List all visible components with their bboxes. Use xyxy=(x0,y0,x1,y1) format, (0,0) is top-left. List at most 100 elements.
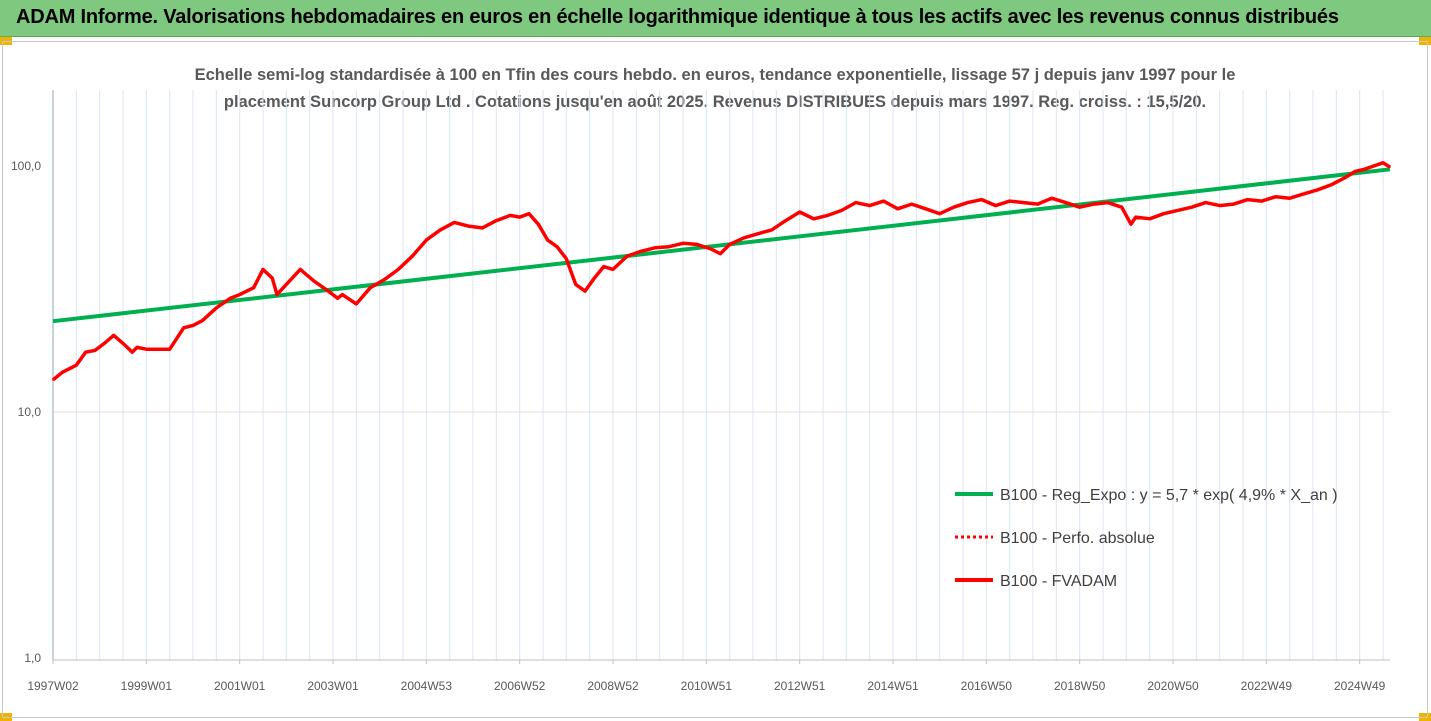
data-point xyxy=(565,257,568,260)
chart-frame xyxy=(2,41,1428,718)
data-point xyxy=(145,348,148,351)
data-point xyxy=(1036,203,1039,205)
data-point xyxy=(1120,206,1123,209)
data-point xyxy=(518,216,521,218)
data-point xyxy=(528,212,530,215)
data-point xyxy=(341,293,344,296)
data-point xyxy=(509,214,512,217)
data-point xyxy=(910,203,913,205)
data-point xyxy=(1354,170,1356,173)
data-point xyxy=(411,255,414,257)
series-layer xyxy=(51,161,1391,382)
y-tick-label: 100,0 xyxy=(11,159,41,173)
x-tick-label: 2001W01 xyxy=(214,679,266,693)
data-point xyxy=(1134,216,1137,218)
data-point xyxy=(453,221,456,224)
data-point xyxy=(103,342,106,345)
data-point xyxy=(285,283,288,286)
data-point xyxy=(812,218,815,220)
data-point xyxy=(980,198,983,201)
data-point xyxy=(626,255,628,257)
data-point xyxy=(1106,201,1109,204)
data-point xyxy=(896,207,899,210)
data-point xyxy=(1316,189,1319,191)
data-point xyxy=(798,211,801,213)
data-point xyxy=(719,252,722,255)
x-tick-label: 2006W52 xyxy=(494,679,546,693)
data-point xyxy=(756,233,759,235)
data-point xyxy=(882,200,885,202)
data-point xyxy=(131,351,134,354)
series-line-fvadam xyxy=(51,161,1391,382)
data-point xyxy=(1064,201,1067,204)
data-point xyxy=(584,290,586,292)
data-point xyxy=(229,297,232,300)
data-point xyxy=(1344,176,1347,179)
data-point xyxy=(112,334,115,337)
data-point xyxy=(994,204,997,207)
legend-label: B100 - Reg_Expo : y = 5,7 * exp( 4,9% * … xyxy=(1000,487,1338,504)
data-point xyxy=(94,349,96,352)
data-point xyxy=(710,248,712,250)
data-point xyxy=(355,303,358,305)
chart-title-line-1: Echelle semi-log standardisée à 100 en T… xyxy=(194,66,1236,84)
data-point xyxy=(383,278,386,281)
data-point xyxy=(122,342,124,345)
data-point xyxy=(1288,197,1291,199)
x-tick-label: 2012W51 xyxy=(774,679,826,693)
axis-layer: 100,0 10,0 1,0 1997W02 1999W01 2001W01 2003W01… xyxy=(11,90,1390,693)
data-point xyxy=(1363,168,1366,171)
data-point xyxy=(1190,206,1193,209)
data-point xyxy=(742,237,745,239)
data-point xyxy=(868,204,871,207)
data-point xyxy=(1232,203,1235,205)
data-point xyxy=(276,293,278,296)
data-point xyxy=(75,364,78,366)
data-point xyxy=(696,243,698,246)
data-point xyxy=(854,201,857,204)
chart-title-line-2: placement Suncorp Group Ltd . Cotations … xyxy=(223,93,1207,111)
data-point xyxy=(966,201,969,204)
banner-title: ADAM Informe. Valorisations hebdomadaire… xyxy=(16,6,1339,28)
data-point xyxy=(1162,212,1165,215)
data-point xyxy=(826,214,829,217)
data-point xyxy=(546,239,549,241)
data-point xyxy=(1218,204,1221,207)
x-tick-label: 2016W50 xyxy=(961,679,1013,693)
data-point xyxy=(136,346,138,349)
data-point xyxy=(201,319,204,322)
data-point xyxy=(238,293,241,296)
legend-label: B100 - Perfo. absolue xyxy=(1000,530,1155,547)
data-point xyxy=(262,268,264,271)
x-tick-label: 1999W01 xyxy=(121,679,173,693)
data-point xyxy=(369,286,372,289)
legend-label: B100 - FVADAM xyxy=(1000,573,1117,590)
data-point xyxy=(495,219,498,222)
data-point xyxy=(668,245,670,248)
data-point xyxy=(924,207,927,210)
data-point xyxy=(271,277,274,279)
data-point xyxy=(215,307,218,309)
data-point xyxy=(556,245,558,248)
data-point xyxy=(612,268,614,271)
x-tick-label: 2010W51 xyxy=(681,679,733,693)
report-banner: ADAM Informe. Valorisations hebdomadaire… xyxy=(0,0,1431,37)
y-tick-label: 1,0 xyxy=(24,651,41,665)
data-point xyxy=(1078,206,1081,209)
data-point xyxy=(1008,200,1011,202)
data-point xyxy=(1130,223,1132,225)
x-tick-label: 2018W50 xyxy=(1054,679,1106,693)
data-point xyxy=(1022,201,1025,204)
data-point xyxy=(770,229,773,231)
y-tick-label: 10,0 xyxy=(18,405,42,419)
data-point xyxy=(192,324,194,327)
data-point xyxy=(602,265,605,268)
x-tick-label: 2014W51 xyxy=(867,679,919,693)
data-point xyxy=(84,351,87,354)
data-point xyxy=(537,223,540,225)
grid-layer xyxy=(52,90,1390,660)
data-point xyxy=(327,290,330,292)
data-point xyxy=(1302,193,1305,195)
data-point xyxy=(952,206,955,209)
data-point xyxy=(1260,200,1263,202)
